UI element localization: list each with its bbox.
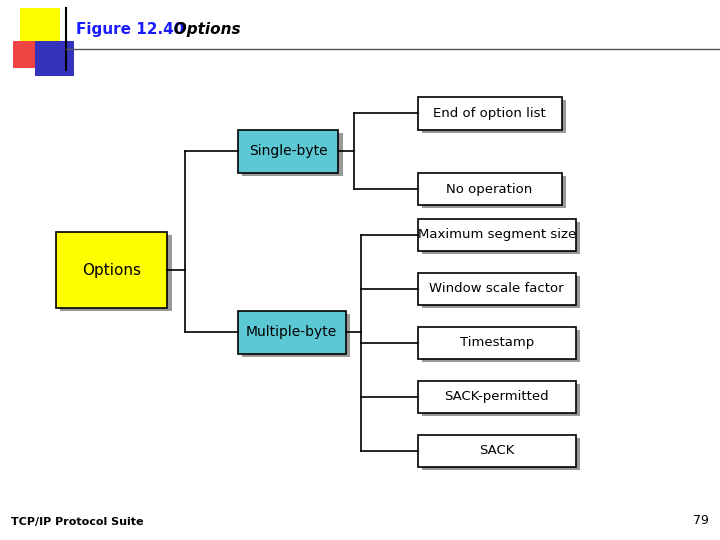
FancyBboxPatch shape [60, 235, 172, 311]
Text: End of option list: End of option list [433, 107, 546, 120]
Text: 79: 79 [693, 514, 709, 526]
Text: Timestamp: Timestamp [459, 336, 534, 349]
FancyBboxPatch shape [422, 222, 580, 254]
Text: Window scale factor: Window scale factor [430, 282, 564, 295]
FancyBboxPatch shape [422, 438, 580, 470]
FancyBboxPatch shape [238, 310, 346, 354]
FancyBboxPatch shape [20, 8, 60, 43]
FancyBboxPatch shape [242, 133, 343, 176]
Text: TCP/IP Protocol Suite: TCP/IP Protocol Suite [11, 516, 143, 526]
Text: Figure 12.40: Figure 12.40 [76, 22, 184, 37]
FancyBboxPatch shape [422, 276, 580, 308]
FancyBboxPatch shape [422, 176, 566, 208]
FancyBboxPatch shape [242, 314, 350, 357]
FancyBboxPatch shape [418, 219, 576, 251]
Text: Multiple-byte: Multiple-byte [246, 325, 337, 339]
FancyBboxPatch shape [56, 232, 167, 308]
FancyBboxPatch shape [418, 97, 562, 130]
Text: Maximum segment size: Maximum segment size [418, 228, 576, 241]
Text: SACK-permitted: SACK-permitted [444, 390, 549, 403]
FancyBboxPatch shape [418, 435, 576, 467]
FancyBboxPatch shape [422, 100, 566, 133]
Text: Options: Options [158, 22, 241, 37]
FancyBboxPatch shape [422, 330, 580, 362]
FancyBboxPatch shape [35, 40, 74, 76]
FancyBboxPatch shape [422, 384, 580, 416]
FancyBboxPatch shape [13, 40, 43, 68]
FancyBboxPatch shape [238, 130, 338, 173]
FancyBboxPatch shape [418, 381, 576, 413]
Text: No operation: No operation [446, 183, 533, 195]
FancyBboxPatch shape [418, 327, 576, 359]
FancyBboxPatch shape [418, 173, 562, 205]
Text: SACK: SACK [479, 444, 515, 457]
Text: Options: Options [82, 262, 141, 278]
Text: Single-byte: Single-byte [248, 144, 328, 158]
FancyBboxPatch shape [418, 273, 576, 305]
